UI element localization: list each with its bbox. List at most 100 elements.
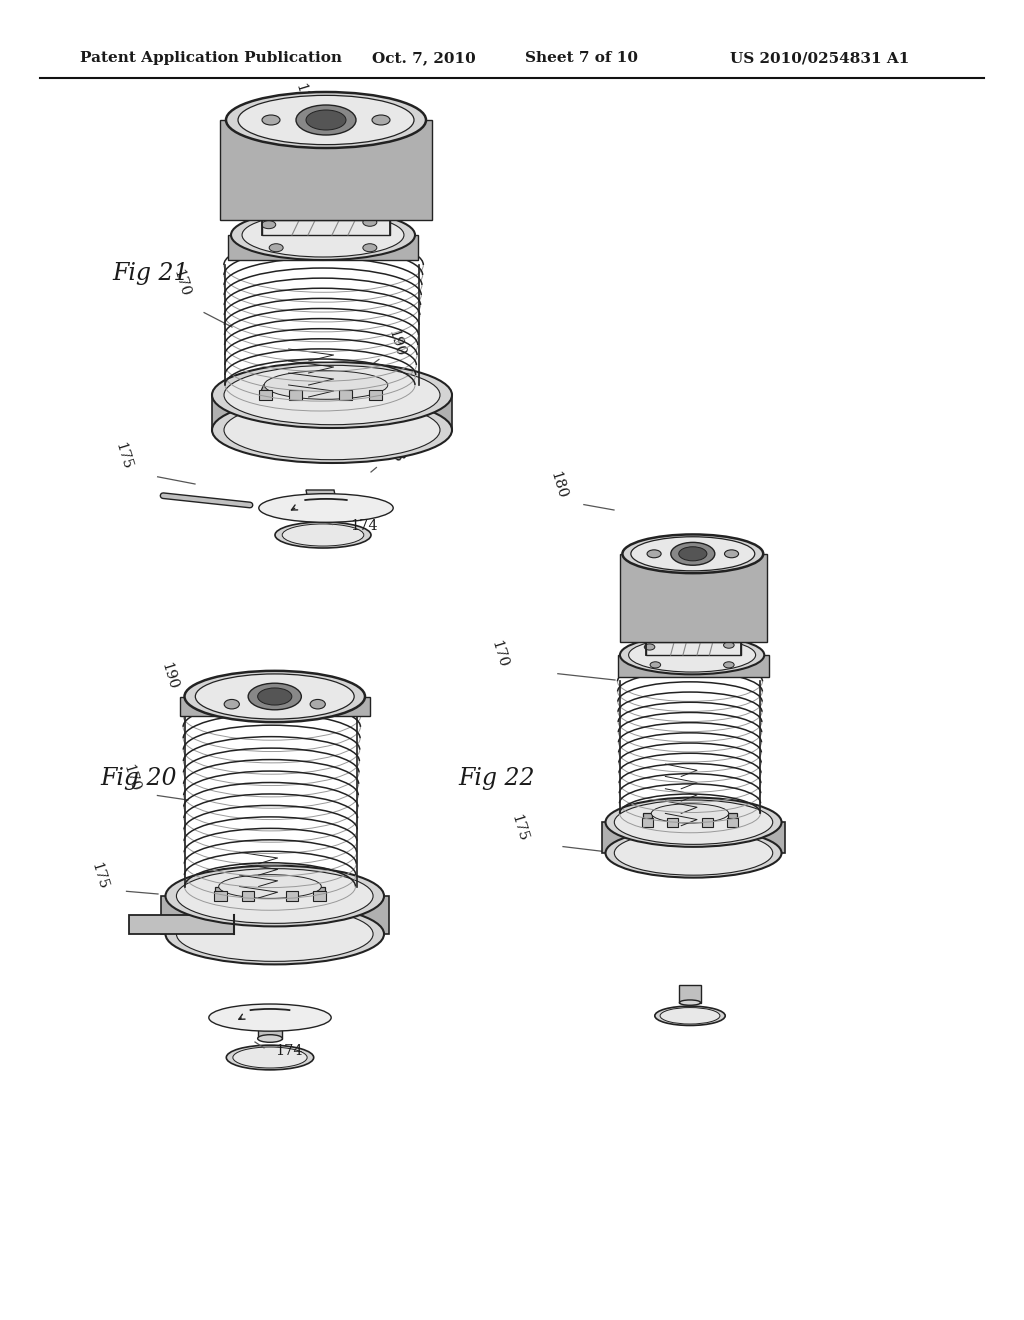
Ellipse shape (629, 638, 756, 672)
Ellipse shape (614, 800, 773, 845)
Ellipse shape (660, 1007, 720, 1024)
Ellipse shape (651, 804, 729, 824)
Polygon shape (680, 985, 700, 1003)
Polygon shape (243, 887, 253, 896)
Polygon shape (212, 395, 452, 430)
Text: Fig 21: Fig 21 (112, 261, 188, 285)
Ellipse shape (309, 516, 337, 524)
Polygon shape (214, 891, 226, 900)
Polygon shape (617, 655, 769, 677)
Polygon shape (215, 887, 226, 896)
Ellipse shape (623, 535, 763, 573)
Ellipse shape (614, 830, 773, 875)
Ellipse shape (306, 110, 346, 129)
Polygon shape (314, 887, 325, 896)
Ellipse shape (212, 397, 452, 463)
Text: 174: 174 (275, 1044, 303, 1059)
Ellipse shape (224, 366, 440, 425)
Ellipse shape (372, 115, 390, 125)
Text: Fig 22: Fig 22 (458, 767, 535, 789)
Ellipse shape (224, 400, 440, 459)
Polygon shape (667, 818, 678, 826)
Ellipse shape (725, 550, 738, 558)
Polygon shape (289, 389, 301, 400)
Ellipse shape (680, 1001, 700, 1006)
Ellipse shape (296, 106, 356, 135)
Text: 170: 170 (120, 763, 141, 793)
Ellipse shape (226, 1045, 313, 1069)
Polygon shape (290, 385, 304, 395)
Polygon shape (369, 389, 382, 400)
Ellipse shape (724, 642, 734, 648)
Polygon shape (306, 490, 340, 520)
Text: 180: 180 (292, 82, 313, 114)
Ellipse shape (176, 907, 373, 961)
Ellipse shape (650, 661, 660, 668)
Polygon shape (642, 818, 653, 826)
Ellipse shape (654, 1006, 725, 1026)
Ellipse shape (644, 644, 654, 649)
Ellipse shape (310, 700, 326, 709)
Text: Sheet 7 of 10: Sheet 7 of 10 (525, 51, 638, 65)
Text: 174: 174 (350, 519, 378, 533)
Text: 170: 170 (488, 639, 510, 669)
Ellipse shape (605, 829, 781, 878)
Ellipse shape (262, 115, 280, 125)
Polygon shape (339, 389, 351, 400)
Ellipse shape (166, 904, 384, 965)
Polygon shape (258, 389, 271, 400)
Ellipse shape (283, 524, 364, 546)
Ellipse shape (262, 220, 275, 228)
Text: 175: 175 (508, 813, 529, 843)
Ellipse shape (231, 210, 415, 260)
Ellipse shape (209, 1005, 331, 1031)
Ellipse shape (248, 684, 301, 710)
Ellipse shape (605, 797, 781, 847)
Ellipse shape (362, 244, 377, 252)
Polygon shape (668, 813, 677, 822)
Polygon shape (262, 220, 390, 235)
Ellipse shape (362, 218, 377, 226)
Polygon shape (228, 235, 418, 260)
Polygon shape (242, 891, 254, 900)
Polygon shape (220, 120, 432, 220)
Polygon shape (702, 818, 713, 826)
Ellipse shape (166, 866, 384, 927)
Polygon shape (703, 813, 712, 822)
Ellipse shape (196, 675, 354, 719)
Ellipse shape (671, 543, 715, 565)
Polygon shape (728, 813, 736, 822)
Text: 175: 175 (88, 861, 110, 891)
Ellipse shape (269, 244, 284, 252)
Ellipse shape (620, 636, 764, 675)
Text: US 2010/0254831 A1: US 2010/0254831 A1 (730, 51, 909, 65)
Ellipse shape (219, 875, 322, 899)
Polygon shape (602, 822, 785, 853)
Polygon shape (727, 818, 737, 826)
Ellipse shape (679, 546, 707, 561)
Polygon shape (258, 1010, 283, 1039)
Polygon shape (129, 915, 233, 935)
Polygon shape (287, 887, 297, 896)
Text: Fig 20: Fig 20 (100, 767, 176, 789)
Ellipse shape (242, 213, 403, 257)
Polygon shape (643, 813, 652, 822)
Text: 180: 180 (547, 470, 568, 502)
Text: Patent Application Publication: Patent Application Publication (80, 51, 342, 65)
Ellipse shape (259, 494, 393, 523)
Polygon shape (161, 896, 389, 935)
Polygon shape (340, 385, 354, 395)
Ellipse shape (258, 688, 292, 705)
Polygon shape (259, 385, 274, 395)
Ellipse shape (212, 362, 452, 428)
Ellipse shape (226, 92, 426, 148)
Ellipse shape (238, 95, 414, 145)
Ellipse shape (275, 521, 371, 548)
Ellipse shape (176, 869, 373, 924)
Polygon shape (313, 891, 326, 900)
Polygon shape (620, 554, 767, 642)
Ellipse shape (184, 671, 365, 722)
Ellipse shape (232, 1047, 307, 1068)
Text: 170: 170 (170, 268, 191, 298)
Text: 183: 183 (383, 434, 404, 465)
